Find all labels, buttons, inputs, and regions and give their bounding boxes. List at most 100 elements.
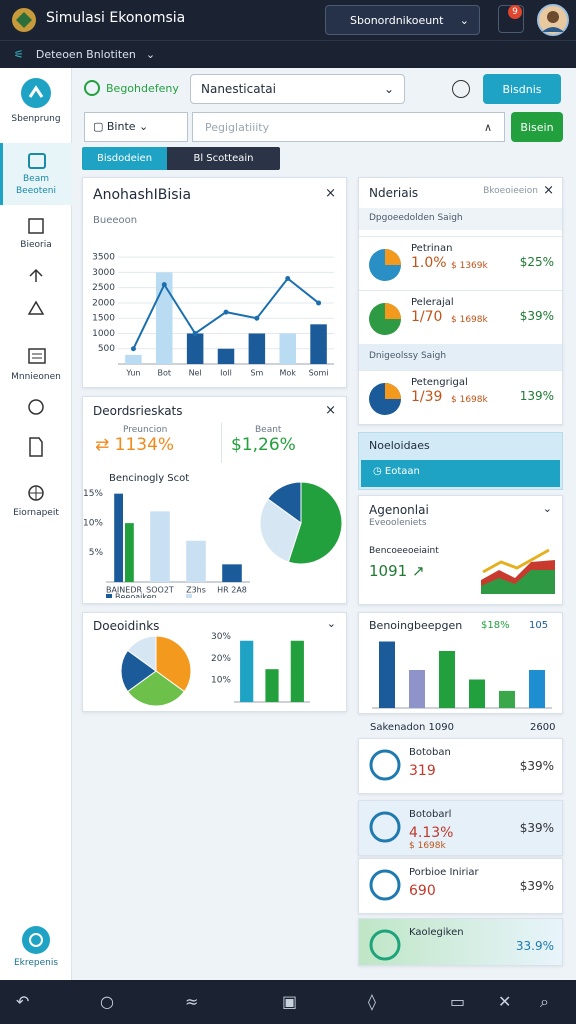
bar [439, 651, 455, 708]
nav-label[interactable]: Ekrepenis [13, 958, 59, 968]
item-value: 4.13% [409, 825, 454, 841]
nav-icon[interactable] [21, 78, 51, 108]
x-tick-label: Mok [279, 369, 296, 378]
tab[interactable]: Bl Scotteain [167, 147, 280, 170]
avatar[interactable] [537, 4, 569, 36]
filter-label: Binte [106, 120, 136, 133]
bar [409, 670, 425, 708]
kpi-value: ⇄ 1134% [95, 435, 175, 455]
x-tick-label: Ioll [220, 369, 232, 378]
kpi-text: 1134% [114, 435, 175, 455]
nav-icon [28, 153, 46, 169]
line-point [130, 346, 136, 352]
status-icon [84, 80, 100, 96]
nav-label[interactable]: Bieoria [20, 240, 52, 250]
y-tick-label: 5% [89, 548, 104, 558]
group-item: Bencoeeoeiaint [369, 546, 439, 556]
section-header: Dnigeolssy Saigh [359, 344, 562, 370]
pie-slice [126, 670, 186, 707]
bar [379, 641, 395, 708]
select[interactable]: Nanesticatai ⌄ [190, 74, 405, 104]
badge: 9 [508, 5, 522, 19]
item-name: Botobarl [409, 809, 452, 820]
kpi-label: Preuncion [123, 425, 168, 435]
close-button[interactable]: × [325, 403, 336, 418]
card-num: 105 [529, 620, 549, 631]
tab[interactable]: Bisdodeien [82, 147, 167, 170]
chart: 10% 20% 30% [211, 632, 310, 703]
filter-select[interactable]: ▢ Binte ⌄ [84, 112, 188, 142]
panel-button[interactable]: ◷ Eotaan [361, 460, 560, 487]
nav-icons[interactable] [27, 398, 45, 458]
bar [310, 324, 327, 364]
line-point [192, 330, 198, 336]
bar [125, 354, 142, 364]
search-input[interactable]: Pegiglatiiity ∧ [192, 112, 505, 142]
close-button[interactable]: × [325, 186, 336, 201]
card-title: Deordsrieskats [93, 404, 183, 418]
kpi-value: $1,26% [231, 435, 296, 455]
y-tick-label: 2000 [92, 298, 115, 308]
breadcrumb[interactable]: Deteoen Bnlotiten [35, 48, 136, 61]
row-pct: 139% [519, 389, 554, 403]
item-card: Kaolegiken 33.9% [358, 918, 563, 966]
row-amount: $ 1698k [451, 315, 488, 325]
notification-button[interactable]: 9 [498, 5, 524, 33]
bar [222, 564, 242, 582]
item-pct: $39% [519, 759, 554, 773]
close-button[interactable]: × [543, 183, 554, 198]
bar [186, 540, 206, 582]
line-point [254, 315, 260, 321]
legend-label: Beeoaiken [115, 593, 157, 599]
section-header: Dpgoeedolden Saigh [359, 208, 562, 230]
line-point [223, 309, 229, 315]
row-pct: $25% [519, 255, 554, 269]
y-tick-label: 30% [211, 632, 231, 642]
y-tick-label: 10% [211, 676, 231, 686]
x-tick-label: Nel [189, 369, 202, 378]
chart-title: Bencinogly Scot [109, 473, 190, 484]
pie-slice [259, 498, 302, 563]
nav-label[interactable]: Eiornapeit [13, 508, 59, 518]
nav-icon [28, 348, 46, 364]
item-value: 690 [409, 883, 436, 899]
search-button[interactable]: Bisein [511, 112, 563, 142]
bar [217, 348, 235, 364]
group-sub: Eveooleniets [369, 518, 427, 528]
nav-icon[interactable] [22, 926, 50, 954]
bar [240, 640, 254, 702]
bar [125, 523, 134, 582]
info-icon[interactable] [452, 80, 470, 98]
row-amount: $ 1369k [451, 261, 488, 271]
card-title: Doeoidinks [93, 619, 160, 633]
card-pct: $18% [481, 620, 510, 631]
x-tick-label: Somi [309, 369, 329, 378]
row-name: Petrinan [411, 243, 453, 254]
card-subtitle: Bueeoon [93, 215, 138, 226]
item-icon [369, 869, 401, 901]
item-card: Porbioe Iniriar 690 $39% [358, 858, 563, 914]
group-card: Agenonlai ⌄ Eveooleniets Bencoeeoeiaint … [358, 495, 563, 605]
panel-button-label: Eotaan [384, 466, 420, 477]
chart [120, 635, 192, 707]
primary-button[interactable]: Bisdnis [483, 74, 561, 104]
nav-label[interactable]: Mnnieonen [11, 372, 61, 382]
expand-button[interactable]: ⌄ [542, 502, 552, 515]
icon-shape [369, 811, 401, 843]
icon-shape [369, 869, 401, 901]
nav-icons[interactable] [27, 268, 45, 318]
trend-icon [481, 548, 555, 594]
group-value-text: 1091 [369, 562, 408, 580]
bar [499, 690, 515, 708]
expand-button[interactable]: ⌄ [326, 617, 336, 630]
row-name: Pelerajal [411, 297, 454, 308]
nav-label[interactable]: Sbenprung [11, 114, 61, 124]
item-pct: $39% [519, 879, 554, 893]
row-icon [369, 383, 401, 415]
footer-label: Sakenadon 1090 [370, 722, 454, 733]
y-tick-label: 3500 [92, 253, 115, 263]
sidebar: Sbenprung Beam Beeoteni Bieoria Mnnieone… [0, 68, 72, 980]
bar [265, 669, 279, 702]
bar [529, 670, 545, 708]
account-dropdown[interactable]: Sbonordnikoeunt ⌄ [325, 5, 480, 35]
